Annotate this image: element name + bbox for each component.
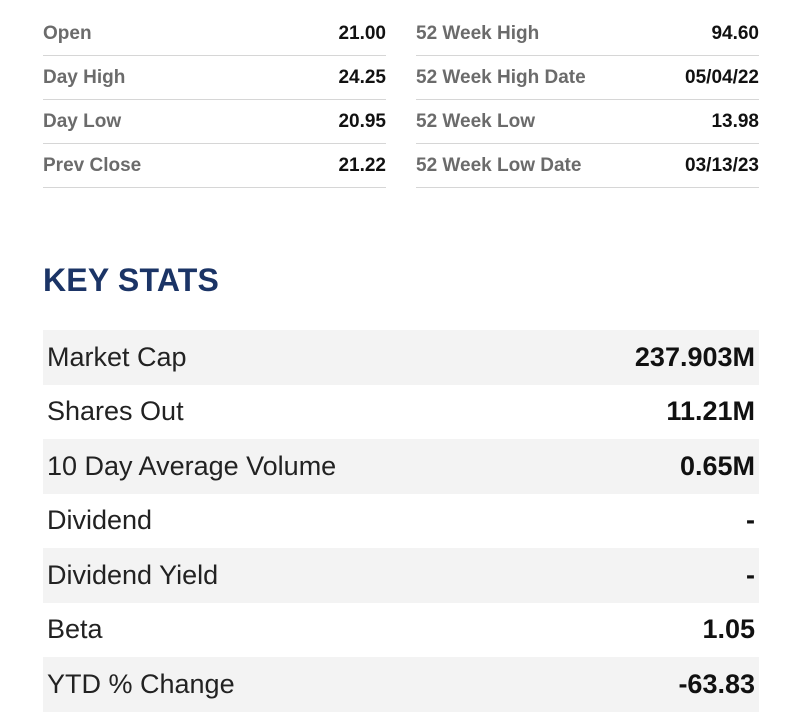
- quote-label: Open: [43, 22, 92, 44]
- stat-value: 1.05: [702, 614, 755, 645]
- quote-value: 05/04/22: [685, 66, 759, 88]
- stat-label: Market Cap: [47, 341, 187, 372]
- quote-label: 52 Week High: [416, 22, 540, 44]
- stat-value: 0.65M: [679, 450, 755, 481]
- quote-label: Day High: [43, 66, 126, 88]
- quote-column-right: 52 Week High 94.60 52 Week High Date 05/…: [416, 12, 759, 188]
- quote-row-52-week-high: 52 Week High 94.60: [416, 12, 759, 56]
- quote-value: 13.98: [711, 110, 759, 132]
- quote-value: 20.95: [338, 110, 386, 132]
- quote-row-52-week-low-date: 52 Week Low Date 03/13/23: [416, 144, 759, 188]
- stat-value: 11.21M: [666, 396, 755, 427]
- stat-row-10-day-average-volume: 10 Day Average Volume 0.65M: [43, 439, 759, 494]
- quote-row-52-week-low: 52 Week Low 13.98: [416, 100, 759, 144]
- stat-value: -: [746, 559, 755, 590]
- quote-summary: Open 21.00 Day High 24.25 Day Low 20.95 …: [43, 12, 759, 188]
- stat-value: -: [746, 505, 755, 536]
- quote-value: 24.25: [338, 66, 386, 88]
- quote-value: 94.60: [711, 22, 759, 44]
- quote-label: Prev Close: [43, 154, 142, 176]
- quote-label: 52 Week Low Date: [416, 154, 582, 176]
- stat-value: -63.83: [678, 668, 755, 699]
- stat-label: Beta: [47, 614, 103, 645]
- stat-row-shares-out: Shares Out 11.21M: [43, 385, 759, 440]
- quote-row-day-high: Day High 24.25: [43, 56, 386, 100]
- stat-row-dividend: Dividend -: [43, 494, 759, 549]
- stat-row-market-cap: Market Cap 237.903M: [43, 330, 759, 385]
- quote-value: 03/13/23: [685, 154, 759, 176]
- stat-label: YTD % Change: [47, 668, 235, 699]
- quote-label: Day Low: [43, 110, 122, 132]
- key-stats-table: Market Cap 237.903M Shares Out 11.21M 10…: [43, 330, 759, 712]
- quote-value: 21.22: [338, 154, 386, 176]
- quote-column-left: Open 21.00 Day High 24.25 Day Low 20.95 …: [43, 12, 386, 188]
- quote-label: 52 Week High Date: [416, 66, 586, 88]
- quote-value: 21.00: [338, 22, 386, 44]
- stat-label: Dividend: [47, 505, 153, 536]
- stat-label: Shares Out: [47, 396, 184, 427]
- stat-row-dividend-yield: Dividend Yield -: [43, 548, 759, 603]
- stat-row-beta: Beta 1.05: [43, 603, 759, 658]
- stat-label: Dividend Yield: [47, 559, 219, 590]
- quote-row-prev-close: Prev Close 21.22: [43, 144, 386, 188]
- quote-row-day-low: Day Low 20.95: [43, 100, 386, 144]
- quote-label: 52 Week Low: [416, 110, 535, 132]
- stat-value: 237.903M: [634, 341, 755, 372]
- key-stats-title: KEY STATS: [43, 262, 220, 298]
- stat-row-ytd-change: YTD % Change -63.83: [43, 657, 759, 712]
- quote-row-open: Open 21.00: [43, 12, 386, 56]
- quote-row-52-week-high-date: 52 Week High Date 05/04/22: [416, 56, 759, 100]
- stat-label: 10 Day Average Volume: [47, 450, 337, 481]
